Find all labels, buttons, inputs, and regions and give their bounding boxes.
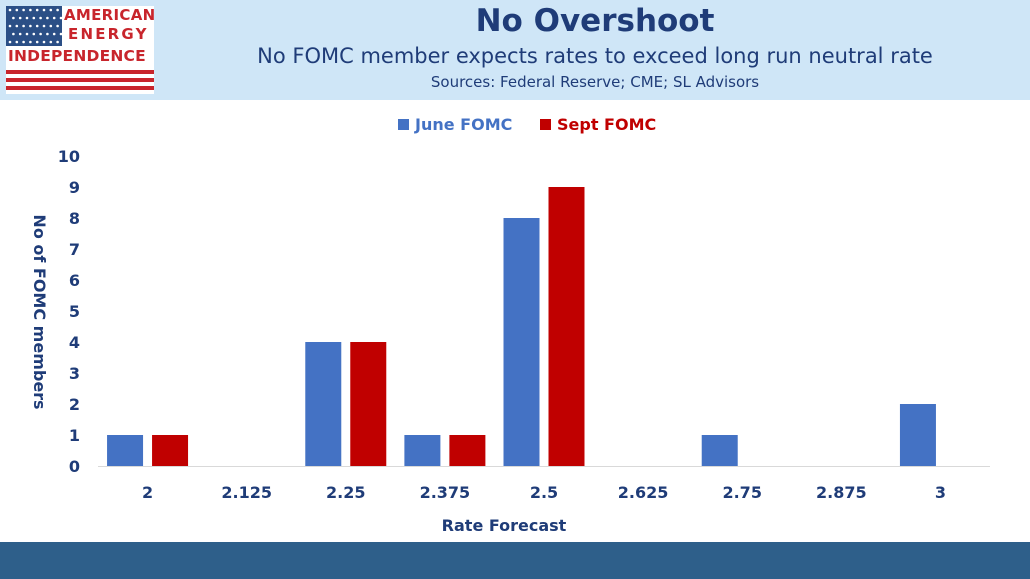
y-tick-label: 6	[69, 271, 80, 290]
y-tick-label: 2	[69, 395, 80, 414]
sept-bar-2	[152, 435, 189, 466]
flag-star	[42, 8, 46, 12]
june-bar-3	[899, 404, 936, 466]
logo-word-american: AMERICAN	[64, 6, 156, 24]
y-tick-label: 3	[69, 364, 80, 383]
sources-note: Sources: Federal Reserve; CME; SL Adviso…	[430, 73, 760, 91]
flag-star	[8, 40, 12, 44]
logo-word-energy: ENERGY	[68, 25, 149, 43]
x-tick-label: 2.25	[326, 483, 365, 502]
y-tick-label: 7	[69, 240, 80, 259]
x-tick-label: 2.125	[221, 483, 272, 502]
us-flag-icon	[6, 6, 62, 46]
flag-star	[15, 40, 19, 44]
x-tick-label: 2	[142, 483, 153, 502]
flag-star	[18, 16, 22, 20]
flag-star	[29, 8, 32, 12]
x-tick-label: 2.875	[816, 483, 867, 502]
flag-star	[32, 16, 36, 20]
flag-star	[42, 40, 46, 44]
y-axis-ticks: 0 1 2 3 4 5 6 7 8 9 10	[58, 147, 80, 476]
flag-star	[8, 8, 12, 12]
sept-bar-2.5	[548, 187, 585, 466]
y-tick-label: 8	[69, 209, 80, 228]
header-banner: AMERICAN ENERGY INDEPENDENCE No Overshoo…	[0, 0, 1030, 100]
flag-star	[29, 40, 32, 44]
american-energy-independence-logo: AMERICAN ENERGY INDEPENDENCE	[6, 6, 156, 94]
flag-star	[35, 8, 39, 12]
flag-star	[12, 16, 15, 20]
y-axis-title: No of FOMC members	[30, 214, 49, 409]
flag-star	[39, 16, 42, 20]
flag-star	[18, 32, 22, 36]
flag-star	[39, 32, 42, 36]
flag-star	[22, 40, 25, 44]
flag-star	[12, 32, 15, 36]
y-tick-label: 1	[69, 426, 80, 445]
flag-star	[35, 24, 39, 28]
logo-stripes	[6, 70, 154, 90]
x-tick-label: 2.625	[618, 483, 669, 502]
sept-bar-2.375	[449, 435, 486, 466]
flag-star	[22, 8, 25, 12]
x-axis-title: Rate Forecast	[442, 516, 567, 535]
chart-legend: June FOMC Sept FOMC	[398, 115, 656, 134]
page-subtitle: No FOMC member expects rates to exceed l…	[257, 44, 933, 68]
x-tick-label: 2.75	[722, 483, 761, 502]
flag-star	[42, 24, 46, 28]
flag-star	[22, 24, 25, 28]
flag-star	[25, 16, 29, 20]
flag-star	[46, 32, 49, 36]
flag-star	[49, 24, 53, 28]
flag-star	[49, 8, 53, 12]
legend-swatch-june	[398, 119, 409, 130]
flag-star	[56, 24, 59, 28]
legend-label-sept: Sept FOMC	[557, 115, 656, 134]
flag-star	[29, 24, 32, 28]
flag-star	[52, 32, 56, 36]
flag-star	[56, 8, 59, 12]
flag-star	[56, 40, 59, 44]
june-bar-2.5	[503, 218, 540, 466]
flag-star	[15, 24, 19, 28]
y-tick-label: 0	[69, 457, 80, 476]
x-tick-label: 2.375	[420, 483, 471, 502]
y-axis-title-text: No of FOMC members	[30, 214, 49, 409]
flag-star	[46, 16, 49, 20]
flag-star	[8, 24, 12, 28]
june-bar-2	[107, 435, 144, 466]
flag-star	[52, 16, 56, 20]
y-tick-label: 9	[69, 178, 80, 197]
chart-bars	[107, 187, 936, 466]
x-tick-label: 2.5	[530, 483, 558, 502]
x-axis-ticks: 2 2.125 2.25 2.375 2.5 2.625 2.75 2.875 3	[142, 483, 946, 502]
fomc-rate-forecast-chart: June FOMC Sept FOMC No of FOMC members 0 1…	[30, 115, 990, 535]
y-tick-label: 4	[69, 333, 80, 352]
y-tick-label: 10	[58, 147, 80, 166]
flag-star	[15, 8, 19, 12]
flag-star	[25, 32, 29, 36]
june-bar-2.375	[404, 435, 441, 466]
june-bar-2.75	[701, 435, 738, 466]
page-title: No Overshoot	[475, 3, 715, 39]
y-tick-label: 5	[69, 302, 80, 321]
flag-star	[59, 32, 62, 36]
flag-star	[59, 16, 62, 20]
flag-star	[32, 32, 36, 36]
legend-label-june: June FOMC	[414, 115, 512, 134]
june-bar-2.25	[305, 342, 342, 466]
logo-word-independence: INDEPENDENCE	[8, 47, 146, 65]
footer-band	[0, 542, 1030, 579]
legend-swatch-sept	[540, 119, 551, 130]
flag-star	[49, 40, 53, 44]
flag-star	[35, 40, 39, 44]
x-tick-label: 3	[935, 483, 946, 502]
sept-bar-2.25	[350, 342, 387, 466]
